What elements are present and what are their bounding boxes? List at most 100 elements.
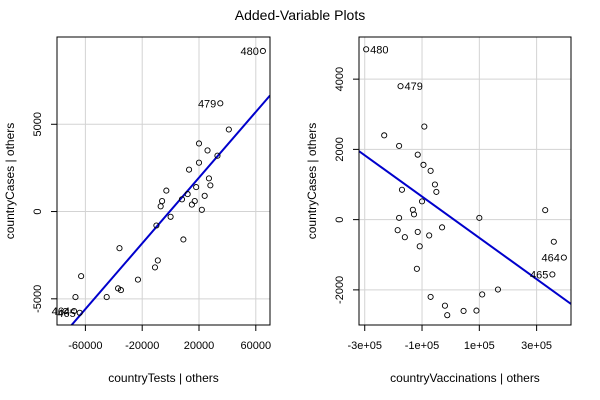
data-point [117, 287, 124, 294]
data-point [542, 207, 549, 214]
data-point [201, 192, 208, 199]
data-point [191, 198, 198, 205]
data-point [195, 140, 203, 147]
data-point [195, 159, 203, 166]
data-point [78, 273, 85, 280]
data-point [401, 234, 408, 241]
data-point [433, 188, 440, 195]
y-tick-label: 0 [32, 208, 44, 214]
point-label-479: 479 [405, 81, 423, 93]
data-point [76, 309, 83, 316]
data-point [363, 46, 370, 53]
data-point [214, 152, 221, 159]
data-point [414, 151, 421, 158]
x-axis-title: countryTests | others [108, 371, 219, 385]
figure-title: Added-Variable Plots [235, 7, 365, 23]
y-tick-label: 4000 [334, 67, 346, 91]
y-axis-title: countryCases | others [305, 123, 319, 240]
data-point [460, 307, 467, 315]
data-point [418, 198, 426, 205]
data-point [427, 293, 434, 300]
data-point [178, 196, 186, 203]
data-point [204, 147, 211, 154]
data-point [549, 271, 556, 278]
x-tick-label: 1e+05 [464, 340, 495, 352]
data-point [154, 257, 161, 264]
data-point [72, 294, 79, 301]
data-point [416, 243, 423, 250]
data-point [427, 167, 434, 174]
data-point [550, 238, 557, 245]
data-point [494, 286, 501, 293]
point-label-480: 480 [370, 44, 388, 56]
data-point [225, 126, 232, 133]
data-point [414, 228, 421, 235]
data-point [198, 206, 205, 213]
plot-frame [56, 36, 271, 326]
data-point [431, 181, 438, 188]
data-point [186, 166, 193, 173]
data-point [217, 100, 224, 107]
x-tick-label: -1e+05 [405, 340, 440, 352]
data-point [479, 291, 486, 298]
data-point [410, 211, 418, 218]
data-point [394, 227, 401, 234]
regression-line [70, 94, 270, 325]
data-point [381, 132, 388, 139]
data-point [205, 175, 212, 182]
data-point [151, 264, 159, 271]
data-point [413, 265, 420, 272]
plot-frame [358, 36, 572, 326]
data-point [444, 312, 451, 319]
data-point [398, 186, 406, 193]
data-point [153, 222, 160, 229]
data-point [420, 161, 427, 168]
data-point [159, 198, 166, 205]
x-axis-title: countryVaccinations | others [390, 371, 540, 385]
data-point [441, 302, 448, 309]
data-point [473, 307, 480, 314]
data-point [560, 254, 567, 261]
data-point [397, 83, 404, 90]
data-point [184, 191, 191, 198]
point-label-465: 465 [57, 308, 75, 320]
point-label-464: 464 [52, 306, 70, 318]
data-point [439, 224, 446, 231]
point-label-464: 464 [541, 253, 559, 265]
data-point [396, 214, 403, 221]
data-point [396, 142, 403, 149]
data-point [426, 232, 433, 239]
data-point [103, 294, 110, 301]
data-point [207, 182, 214, 189]
x-tick-label: -3e+05 [347, 340, 382, 352]
data-point [157, 203, 164, 210]
data-point [421, 123, 428, 130]
data-point [163, 187, 170, 194]
data-point [180, 236, 187, 243]
data-point [259, 47, 266, 55]
data-point [62, 307, 69, 315]
data-point [134, 276, 141, 283]
plot-panel-vaccinations: 480 479 464 465 -3e+05 -1e+05 1e+05 3e+05 -2000 0… [305, 36, 572, 385]
y-tick-label: 5000 [32, 112, 44, 136]
x-tick-label: 20000 [184, 340, 215, 352]
data-point [70, 307, 78, 315]
x-tick-label: -60000 [68, 340, 102, 352]
x-tick-label: -20000 [125, 340, 159, 352]
data-point [188, 201, 195, 208]
data-point [167, 213, 174, 220]
data-point [476, 214, 483, 221]
y-tick-label: 2000 [334, 137, 346, 161]
y-axis-title: countryCases | others [3, 123, 17, 240]
point-label-480: 480 [241, 46, 259, 58]
point-label-465: 465 [530, 269, 548, 281]
regression-line [359, 150, 571, 305]
x-tick-label: 3e+05 [521, 340, 552, 352]
point-label-479: 479 [198, 98, 216, 110]
data-point [116, 245, 123, 252]
y-tick-label: -2000 [334, 276, 346, 304]
y-tick-label: 0 [334, 217, 346, 223]
y-tick-label: -5000 [32, 285, 44, 313]
